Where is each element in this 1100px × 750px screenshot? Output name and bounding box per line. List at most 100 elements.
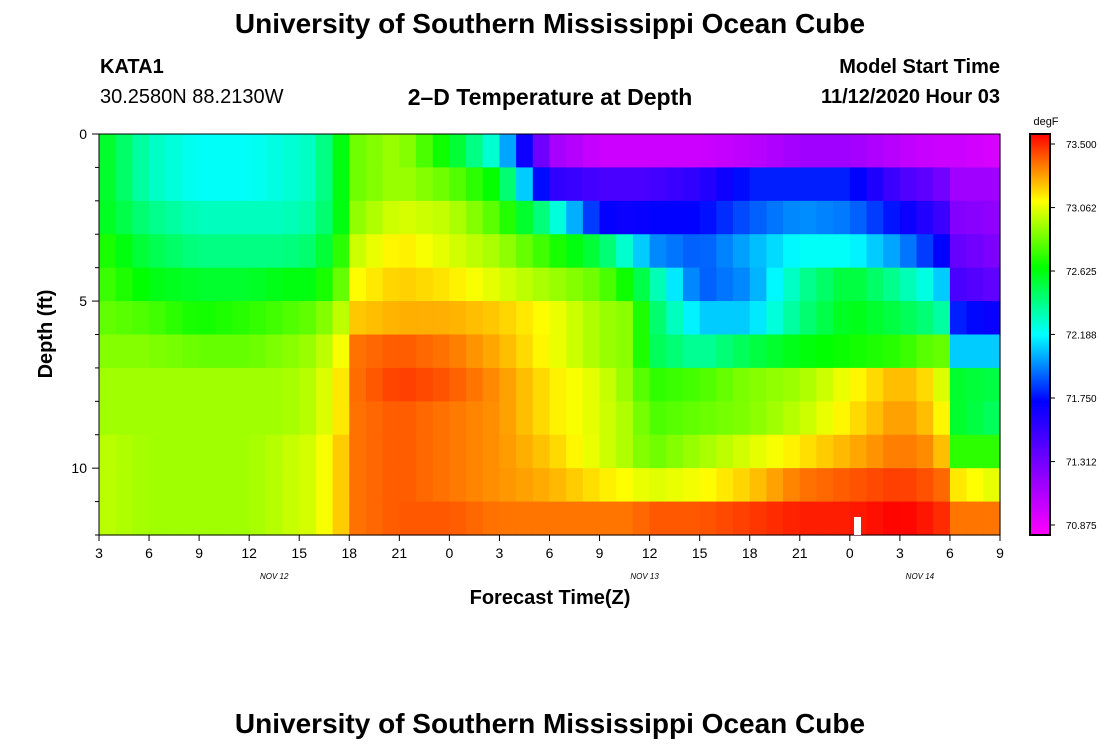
heatmap-cell [115, 267, 133, 302]
heatmap-cell [899, 334, 918, 369]
heatmap-cell [849, 367, 868, 402]
heatmap-cell [115, 501, 133, 536]
heatmap-cell [566, 434, 584, 469]
heatmap-cell [232, 401, 250, 436]
heatmap-cell [282, 234, 300, 269]
heatmap-cell [149, 167, 167, 202]
heatmap-cell [165, 134, 184, 169]
heatmap-cell [532, 434, 551, 469]
date-label: NOV 14 [906, 572, 935, 581]
heatmap-cell [699, 501, 717, 536]
heatmap-cell [399, 434, 417, 469]
heatmap-cell [249, 134, 267, 169]
heatmap-cell [582, 468, 601, 503]
heatmap-cell [232, 434, 250, 469]
heatmap-cell [249, 468, 267, 503]
heatmap-cell [949, 134, 968, 169]
heatmap-cell [382, 334, 400, 369]
heatmap-cell [532, 501, 551, 536]
heatmap-cell [232, 234, 250, 269]
x-tick-label: 9 [596, 545, 604, 561]
heatmap-cell [299, 200, 317, 235]
heatmap-cell [733, 200, 751, 235]
heatmap-cell [182, 367, 200, 402]
heatmap-cell [165, 367, 184, 402]
heatmap-cell [332, 134, 350, 169]
heatmap-cell [332, 401, 350, 436]
heatmap-cell [165, 401, 184, 436]
heatmap-cell [399, 301, 417, 336]
heatmap-cell [566, 334, 584, 369]
heatmap-cell [115, 167, 133, 202]
heatmap-cell [449, 200, 467, 235]
chart-subtitle: 2–D Temperature at Depth [407, 84, 693, 110]
heatmap-cell [649, 434, 667, 469]
heatmap-cell [649, 134, 667, 169]
heatmap-cell [549, 200, 567, 235]
heatmap-cell [199, 134, 217, 169]
heatmap-cell [132, 367, 150, 402]
heatmap-cell [399, 200, 417, 235]
heatmap-cell [699, 367, 717, 402]
heatmap-cell [933, 301, 951, 336]
heatmap-cell [966, 167, 984, 202]
heatmap-cell [165, 301, 184, 336]
heatmap-cell [249, 401, 267, 436]
heatmap-cell [582, 367, 601, 402]
heatmap-cell [466, 167, 484, 202]
heatmap-cell [449, 401, 467, 436]
heatmap-cell [365, 234, 384, 269]
heatmap-cell [833, 267, 851, 302]
heatmap-cell [299, 134, 317, 169]
heatmap-cell [849, 200, 868, 235]
heatmap-cell [933, 334, 951, 369]
heatmap-cell [532, 367, 551, 402]
heatmap-cell [165, 167, 184, 202]
heatmap-cell [816, 468, 834, 503]
heatmap-cell [933, 468, 951, 503]
heatmap-cell [549, 501, 567, 536]
heatmap-cell [182, 401, 200, 436]
heatmap-cell [566, 501, 584, 536]
heatmap-cell [466, 334, 484, 369]
heatmap-cell [649, 468, 667, 503]
heatmap-cell [149, 401, 167, 436]
heatmap-cell [215, 234, 234, 269]
heatmap-cell [783, 401, 801, 436]
heatmap-cell [532, 167, 551, 202]
heatmap-cell [449, 468, 467, 503]
heatmap-cell [182, 434, 200, 469]
heatmap-cell [749, 167, 768, 202]
heatmap-cell [799, 234, 818, 269]
heatmap-cell [332, 301, 350, 336]
heatmap-cell [132, 401, 150, 436]
heatmap-cell [449, 167, 467, 202]
heatmap-cell [666, 301, 684, 336]
footer-title: University of Southern Mississippi Ocean… [234, 708, 866, 739]
heatmap-cell [666, 267, 684, 302]
colorbar-gradient [1029, 133, 1051, 536]
heatmap-cell [916, 334, 934, 369]
heatmap-cell [382, 434, 400, 469]
heatmap-cell [632, 301, 651, 336]
date-label: NOV 13 [630, 572, 659, 581]
heatmap-cell [499, 468, 517, 503]
heatmap-cell [866, 200, 884, 235]
heatmap-cell [682, 367, 701, 402]
heatmap-cell [315, 234, 334, 269]
heatmap-cell [499, 234, 517, 269]
colorbar-tick-label: 70.875 [1066, 521, 1097, 532]
heatmap-cell [165, 434, 184, 469]
heatmap-cell [899, 434, 918, 469]
heatmap-cell [899, 301, 918, 336]
x-tick-label: 9 [195, 545, 203, 561]
heatmap-cell [399, 167, 417, 202]
heatmap-cell [933, 267, 951, 302]
heatmap-cell [966, 434, 984, 469]
heatmap-cell [916, 234, 934, 269]
heatmap-cell [849, 134, 868, 169]
heatmap-cell [632, 200, 651, 235]
heatmap-cell [566, 200, 584, 235]
heatmap-cell [99, 167, 117, 202]
heatmap-cell [282, 468, 300, 503]
